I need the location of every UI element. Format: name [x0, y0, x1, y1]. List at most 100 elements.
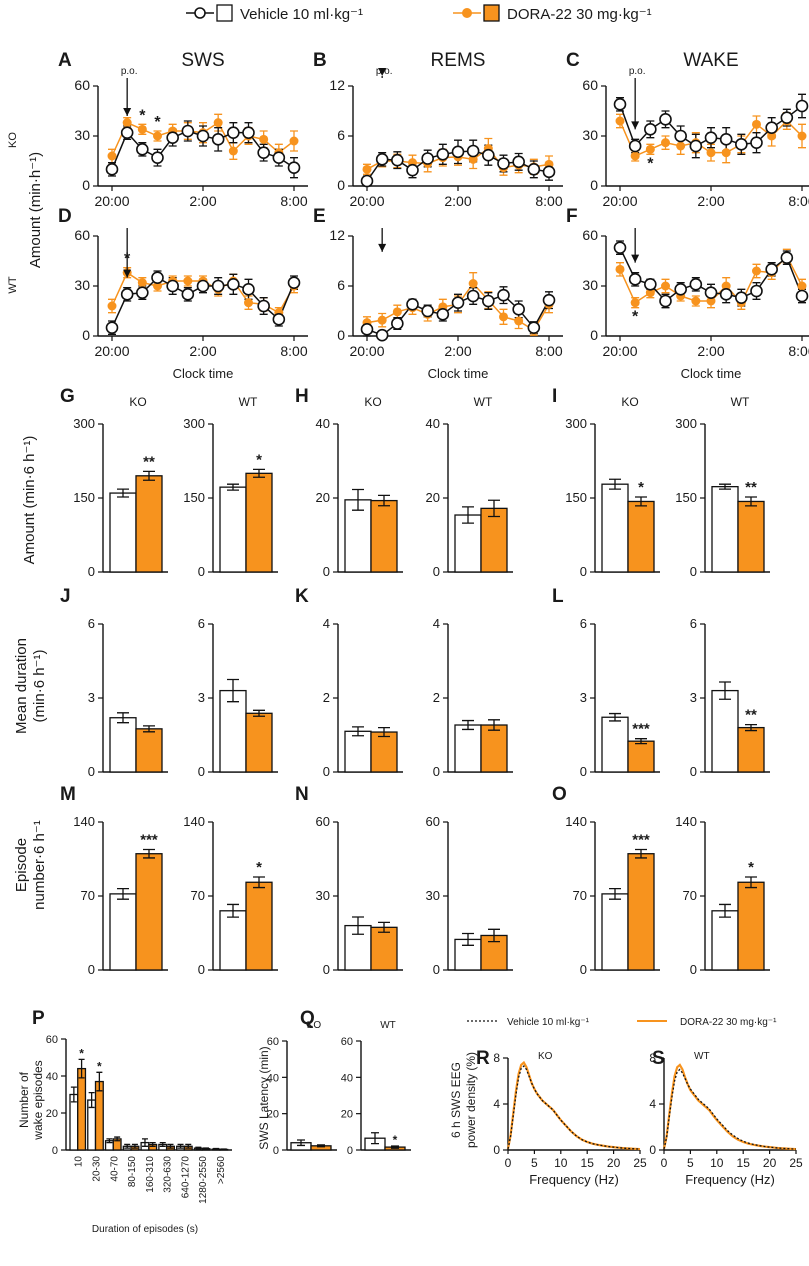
- vehicle-point: [644, 123, 657, 136]
- vehicle-point: [436, 148, 450, 161]
- vehicle-point: [719, 288, 733, 301]
- dora-error-bar: [143, 725, 155, 733]
- vehicle-point: [689, 278, 703, 291]
- y-tick-label: 150: [183, 490, 205, 505]
- vehicle-bar: [601, 483, 629, 573]
- dora-point: [630, 151, 640, 161]
- dora-point: [122, 118, 132, 128]
- vehicle-bar: [711, 689, 739, 773]
- vehicle-point: [406, 163, 419, 177]
- vehicle-point: [628, 139, 642, 153]
- vehicle-point: [497, 157, 510, 170]
- dora-point: [706, 148, 716, 158]
- vehicle-point: [211, 279, 225, 293]
- panel-m: M 0 70 140 *** 0 70 140 *: [60, 784, 278, 977]
- panel-letter-k: K: [295, 586, 309, 607]
- vehicle-point: [512, 155, 525, 169]
- vehicle-point: [689, 139, 703, 153]
- vehicle-error-bar: [70, 1086, 77, 1103]
- legend-dora-label: DORA-22 30 mg·kg⁻¹: [507, 6, 652, 23]
- dora-error-bar: [96, 1071, 103, 1092]
- vehicle-point: [795, 99, 809, 113]
- vehicle-line: [663, 1068, 797, 1150]
- episode-ylabel-line1: Episode: [13, 838, 30, 892]
- vehicle-point: [375, 328, 389, 342]
- row-label-wt: WT: [7, 276, 19, 293]
- dora-error-bar: [253, 876, 265, 889]
- dora-point: [468, 154, 478, 164]
- y-tick-label: 70: [683, 888, 697, 903]
- vehicle-point: [704, 131, 718, 144]
- vehicle-error-bar: [371, 1132, 379, 1145]
- x-tick-label: 20: [763, 1156, 777, 1170]
- dora-point: [661, 281, 670, 291]
- vehicle-point: [166, 131, 179, 144]
- vehicle-point: [719, 133, 733, 146]
- legend-psd: Vehicle 10 ml·kg⁻¹ DORA-22 30 mg·kg⁻¹: [467, 1017, 777, 1028]
- dora-point: [153, 131, 162, 141]
- y-tick-label: 30: [316, 888, 330, 903]
- y-tick-label: 0: [273, 1145, 279, 1157]
- x-tick-label: 20:00: [602, 343, 637, 359]
- y-axis-label: SWS Latency (min): [257, 1046, 271, 1149]
- vehicle-bar: [601, 893, 629, 971]
- dora-error-bar: [745, 496, 757, 507]
- panel-letter-g: G: [60, 386, 75, 407]
- vehicle-point: [527, 321, 541, 334]
- dora-point: [392, 307, 402, 317]
- dora-point: [721, 281, 731, 291]
- vehicle-point: [391, 317, 404, 330]
- panel-title: REMS: [431, 50, 486, 71]
- y-axis-label-line2: power density (%): [464, 1052, 478, 1148]
- significance-marker: *: [393, 1133, 398, 1147]
- panel-a: A SWS 0 30 60 20:00 2:00 8:00 p.o. * *: [58, 50, 308, 209]
- x-tick-label: 8:00: [535, 193, 562, 209]
- vehicle-point: [151, 271, 164, 284]
- panel-letter-m: M: [60, 784, 76, 805]
- vehicle-error-bar: [106, 1138, 113, 1144]
- po-arrow-head: [378, 68, 387, 76]
- x-tick-label: 8:00: [280, 193, 307, 209]
- dora-error-bar: [185, 1143, 192, 1149]
- y-tick-label: 0: [580, 764, 587, 779]
- vehicle-point: [242, 126, 255, 139]
- y-tick-label: 0: [580, 962, 587, 977]
- y-tick-label: 3: [690, 690, 697, 705]
- vehicle-line: [507, 1065, 641, 1150]
- vehicle-point: [628, 273, 642, 286]
- significance-marker: **: [745, 707, 757, 724]
- vehicle-point: [451, 296, 465, 309]
- vehicle-error-bar: [462, 719, 474, 731]
- dora-point: [153, 281, 162, 291]
- dora-bar: [135, 853, 163, 971]
- dora-point: [676, 141, 686, 151]
- x-tick-label: 2:00: [189, 343, 216, 359]
- x-tick-label: 8:00: [788, 193, 809, 209]
- significance-marker: *: [632, 309, 639, 326]
- x-tick-label: 15: [581, 1156, 595, 1170]
- y-tick-label: 60: [582, 77, 598, 93]
- vehicle-bar: [219, 689, 247, 773]
- y-tick-label: 300: [183, 416, 205, 431]
- y-tick-label: 0: [337, 327, 345, 343]
- dora-error-bar: [253, 709, 265, 717]
- x-tick-label: 20:00: [349, 193, 384, 209]
- y-tick-label: 140: [675, 814, 697, 829]
- y-tick-label: 0: [337, 177, 345, 193]
- dora-point: [213, 118, 223, 128]
- vehicle-error-bar: [213, 1147, 220, 1151]
- vehicle-point: [242, 283, 255, 296]
- dora-error-bar: [745, 876, 757, 889]
- x-axis-label: Frequency (Hz): [529, 1172, 619, 1187]
- y-tick-label: 70: [573, 888, 587, 903]
- genotype-label-ko: KO: [307, 1020, 322, 1031]
- dora-point: [797, 131, 807, 141]
- vehicle-point: [257, 146, 270, 159]
- vehicle-point: [482, 148, 495, 162]
- y-tick-label: 12: [329, 227, 345, 243]
- dora-point: [228, 146, 238, 156]
- panel-s: S WT 0 4 8 0 5 10 15 20 25 Frequency (Hz): [649, 1048, 803, 1187]
- dora-bar: [245, 472, 273, 573]
- legend-vehicle-swatch: [216, 4, 233, 22]
